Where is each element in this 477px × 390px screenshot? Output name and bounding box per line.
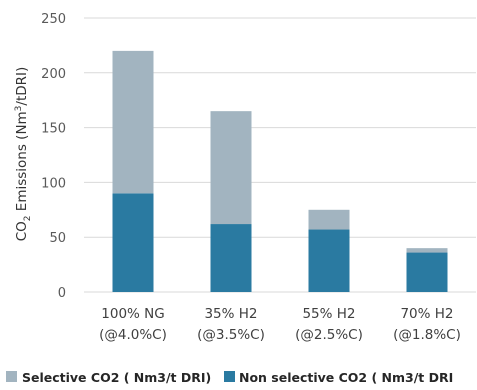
y-tick-label: 200 (41, 67, 66, 82)
x-tick-label: (@3.5%C) (197, 327, 265, 343)
bar-non-selective-1 (112, 193, 154, 292)
legend-swatch (6, 371, 17, 382)
y-axis-ticks: 0 50 100 150 200 250 (41, 12, 66, 301)
bar-non-selective-2 (210, 224, 252, 292)
y-axis-label: CO2 Emissions (Nm3/tDRI) (14, 67, 33, 242)
y-tick-label: 250 (41, 12, 66, 27)
x-axis-categories: 100% NG (@4.0%C) 35% H2 (@3.5%C) 55% H2 (@2.5… (99, 306, 461, 343)
x-tick-label: (@1.8%C) (393, 327, 461, 343)
legend-swatch (224, 371, 235, 382)
x-tick-label: (@4.0%C) (99, 327, 167, 343)
y-tick-label: 0 (58, 286, 66, 301)
x-tick-label: 100% NG (101, 306, 164, 322)
x-tick-label: (@2.5%C) (295, 327, 363, 343)
legend-label: Selective CO2 ( Nm3/t DRI) (22, 370, 211, 385)
legend: Selective CO2 ( Nm3/t DRI) Non selective … (6, 370, 453, 385)
bar-non-selective-4 (406, 252, 448, 292)
x-tick-label: 35% H2 (204, 306, 257, 322)
y-tick-label: 50 (49, 231, 66, 246)
bar-selective-3 (308, 209, 350, 230)
y-tick-label: 150 (41, 122, 66, 137)
y-tick-label: 100 (41, 176, 66, 191)
x-tick-label: 70% H2 (400, 306, 453, 322)
bar-selective-4 (406, 248, 448, 253)
bars (112, 50, 448, 292)
bar-selective-2 (210, 111, 252, 225)
bar-selective-1 (112, 50, 154, 194)
x-tick-label: 55% H2 (302, 306, 355, 322)
legend-label: Non selective CO2 ( Nm3/t DRI (239, 370, 453, 385)
bar-non-selective-3 (308, 229, 350, 292)
